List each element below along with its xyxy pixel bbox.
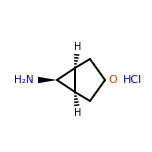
Text: H: H bbox=[74, 42, 82, 52]
Text: O: O bbox=[108, 75, 117, 85]
Text: H: H bbox=[74, 108, 82, 118]
Text: H₂N: H₂N bbox=[14, 75, 34, 85]
Text: HCl: HCl bbox=[123, 75, 142, 85]
Polygon shape bbox=[38, 77, 57, 83]
